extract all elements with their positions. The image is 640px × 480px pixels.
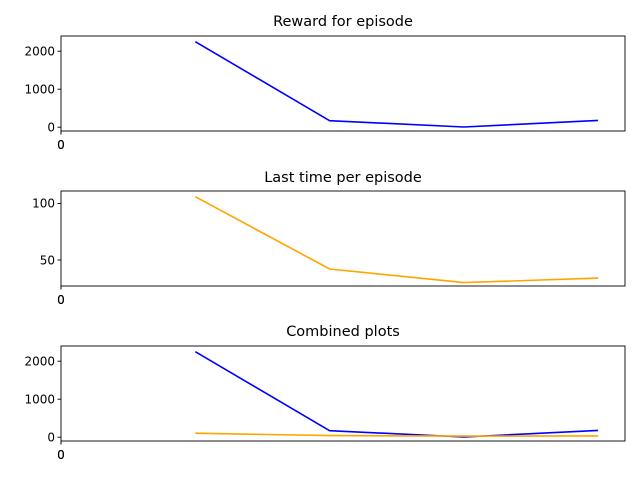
y-tick-label: 50 [40,253,55,267]
series-line-2 [195,432,599,437]
axes-frame [60,345,626,442]
series-line-1 [194,195,599,284]
x-tick-label: 0 [57,448,65,462]
y-tick-label: 0 [47,431,55,445]
x-tick-label: 0 [57,138,65,152]
axes-frame [60,35,626,132]
chart-title: Combined plots [286,324,400,340]
x-tick-label: 0 [57,448,65,462]
series-line-1 [194,351,599,438]
x-tick-label: 0 [57,293,65,307]
y-tick-label: 100 [32,197,55,211]
y-tick-label: 1000 [24,83,55,97]
series-line-1 [194,41,599,128]
y-tick-label: 2000 [24,355,55,369]
chart-title: Last time per episode [264,170,422,186]
y-tick-label: 0 [47,121,55,135]
x-tick-label: 0 [57,293,65,307]
y-tick-label: 1000 [24,393,55,407]
chart-title: Reward for episode [273,14,413,30]
axes-frame [60,190,626,287]
y-tick-label: 2000 [24,45,55,59]
x-tick-label: 0 [57,138,65,152]
